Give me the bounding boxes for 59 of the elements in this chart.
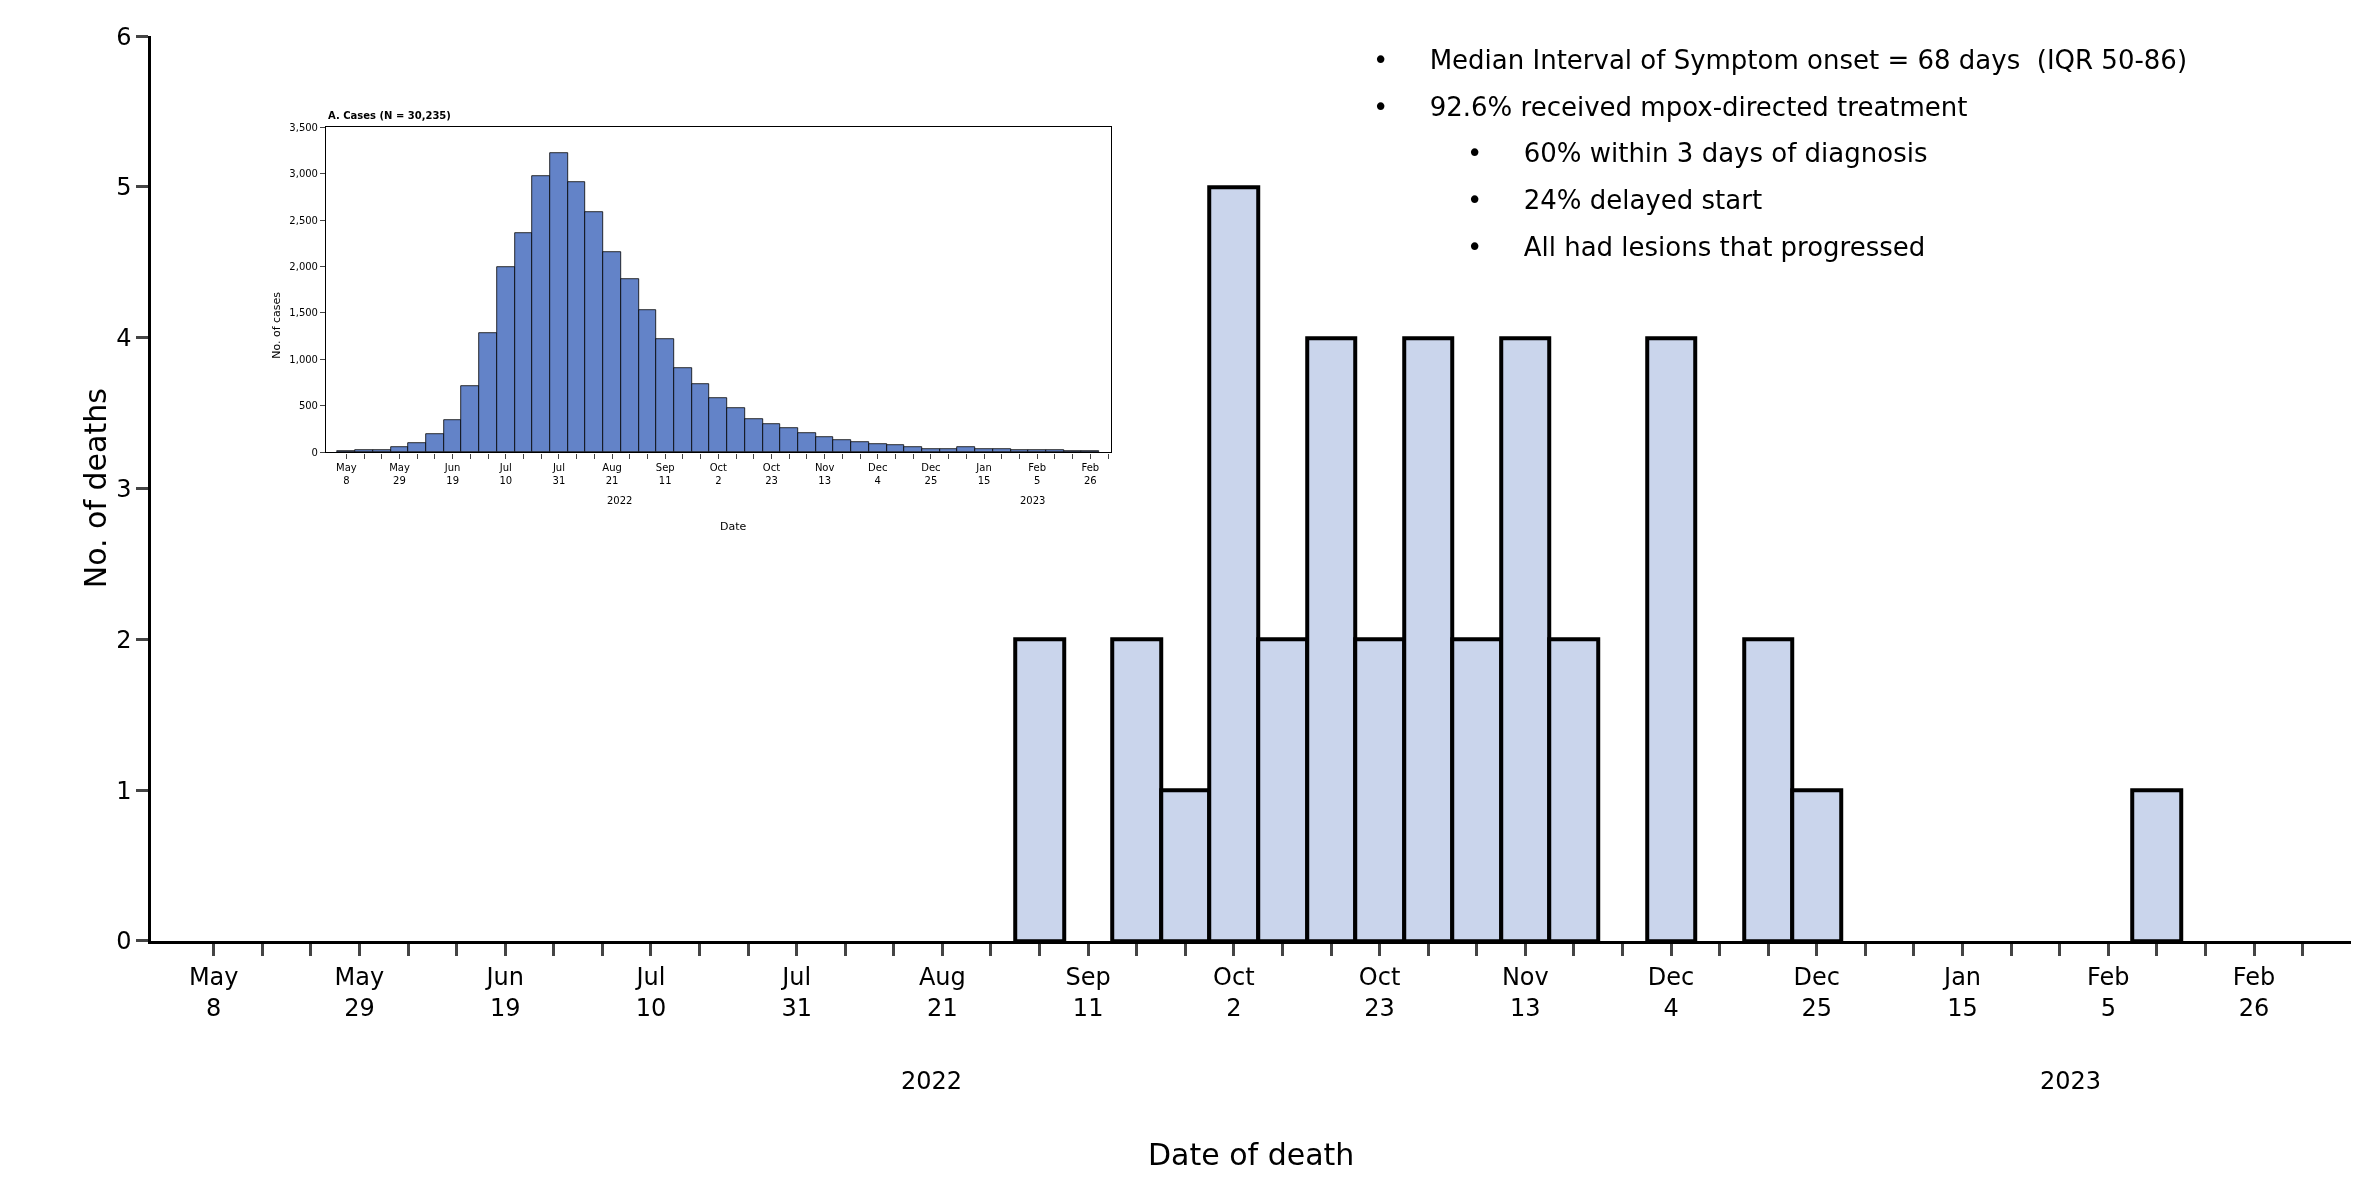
x-tick-label: Dec 25	[1793, 962, 1841, 1022]
x-tick-label: Jul 10	[634, 962, 667, 1022]
y-tick-label: 1	[116, 776, 132, 805]
annotation: 2022	[607, 495, 633, 506]
x-tick-label: Dec 4	[1647, 962, 1695, 1022]
x-tick-label: Feb 5	[2087, 962, 2130, 1022]
annotation: • All had lesions that progressed	[1467, 232, 1926, 262]
x-tick-label: May 8	[336, 461, 357, 486]
x-tick-label: Aug 21	[918, 962, 966, 1022]
x-axis-title: Date of death	[1148, 1137, 1355, 1172]
x-tick-label: Jan 15	[975, 461, 992, 486]
y-axis-title: No. of deaths	[78, 388, 114, 589]
x-tick-label: Nov 13	[814, 461, 835, 486]
x-tick-label: Jan 15	[1942, 962, 1982, 1022]
y-axis-title: No. of cases	[270, 291, 284, 359]
y-tick-label: 2,500	[289, 214, 318, 226]
x-tick-label: Jul 31	[551, 461, 566, 486]
annotation: • Median Interval of Symptom onset = 68 days (IQR 50-86)	[1373, 45, 2188, 75]
y-tick-label: 0	[311, 446, 318, 458]
x-tick-label: Jul 31	[780, 962, 812, 1022]
y-tick-label: 5	[116, 173, 132, 202]
y-tick-label: 2,000	[289, 261, 318, 273]
x-tick-label: Oct 23	[762, 461, 781, 486]
y-tick-label: 1,500	[289, 307, 318, 319]
x-tick-label: May 29	[334, 962, 385, 1022]
y-tick-label: 0	[116, 927, 132, 956]
y-tick-label: 500	[298, 400, 318, 412]
x-tick-label: Dec 25	[921, 461, 941, 486]
x-axis-title: Date	[720, 520, 747, 533]
x-tick-label: Oct 2	[1213, 962, 1255, 1022]
text: 2022	[901, 1067, 963, 1095]
x-tick-label: Feb 5	[1028, 461, 1047, 486]
x-tick-label: Aug 21	[602, 461, 622, 486]
annotation: 2023	[1020, 495, 1046, 506]
x-tick-label: Sep 11	[655, 461, 675, 486]
x-tick-label: Sep 11	[1065, 962, 1111, 1022]
x-tick-label: Feb 26	[1081, 461, 1100, 486]
y-tick-label: 3,000	[289, 168, 318, 180]
y-tick-label: 3	[116, 474, 132, 503]
y-tick-label: 1,000	[289, 353, 318, 365]
y-tick-label: 2	[116, 625, 132, 654]
x-tick-label: Oct 2	[709, 461, 728, 486]
x-tick-label: May 8	[188, 962, 239, 1022]
x-tick-label: Jun 19	[484, 962, 524, 1022]
y-tick-label: 3,500	[289, 121, 318, 133]
x-tick-label: Oct 23	[1358, 962, 1401, 1022]
annotation: • 24% delayed start	[1467, 185, 1763, 215]
y-tick-label: 6	[116, 22, 132, 51]
chart-title: A. Cases (N = 30,235)	[328, 110, 451, 121]
text: 2023	[2040, 1067, 2102, 1095]
x-tick-label: Feb 26	[2232, 962, 2276, 1022]
x-tick-label: Nov 13	[1501, 962, 1549, 1022]
annotation: • 92.6% received mpox-directed treatment	[1373, 92, 1968, 122]
x-tick-label: Jun 19	[443, 461, 461, 486]
x-tick-label: Dec 4	[868, 461, 888, 486]
annotation: • 60% within 3 days of diagnosis	[1467, 138, 1928, 168]
y-tick-label: 4	[116, 324, 132, 353]
x-tick-label: Jul 10	[498, 461, 513, 486]
x-tick-label: May 29	[389, 461, 410, 486]
